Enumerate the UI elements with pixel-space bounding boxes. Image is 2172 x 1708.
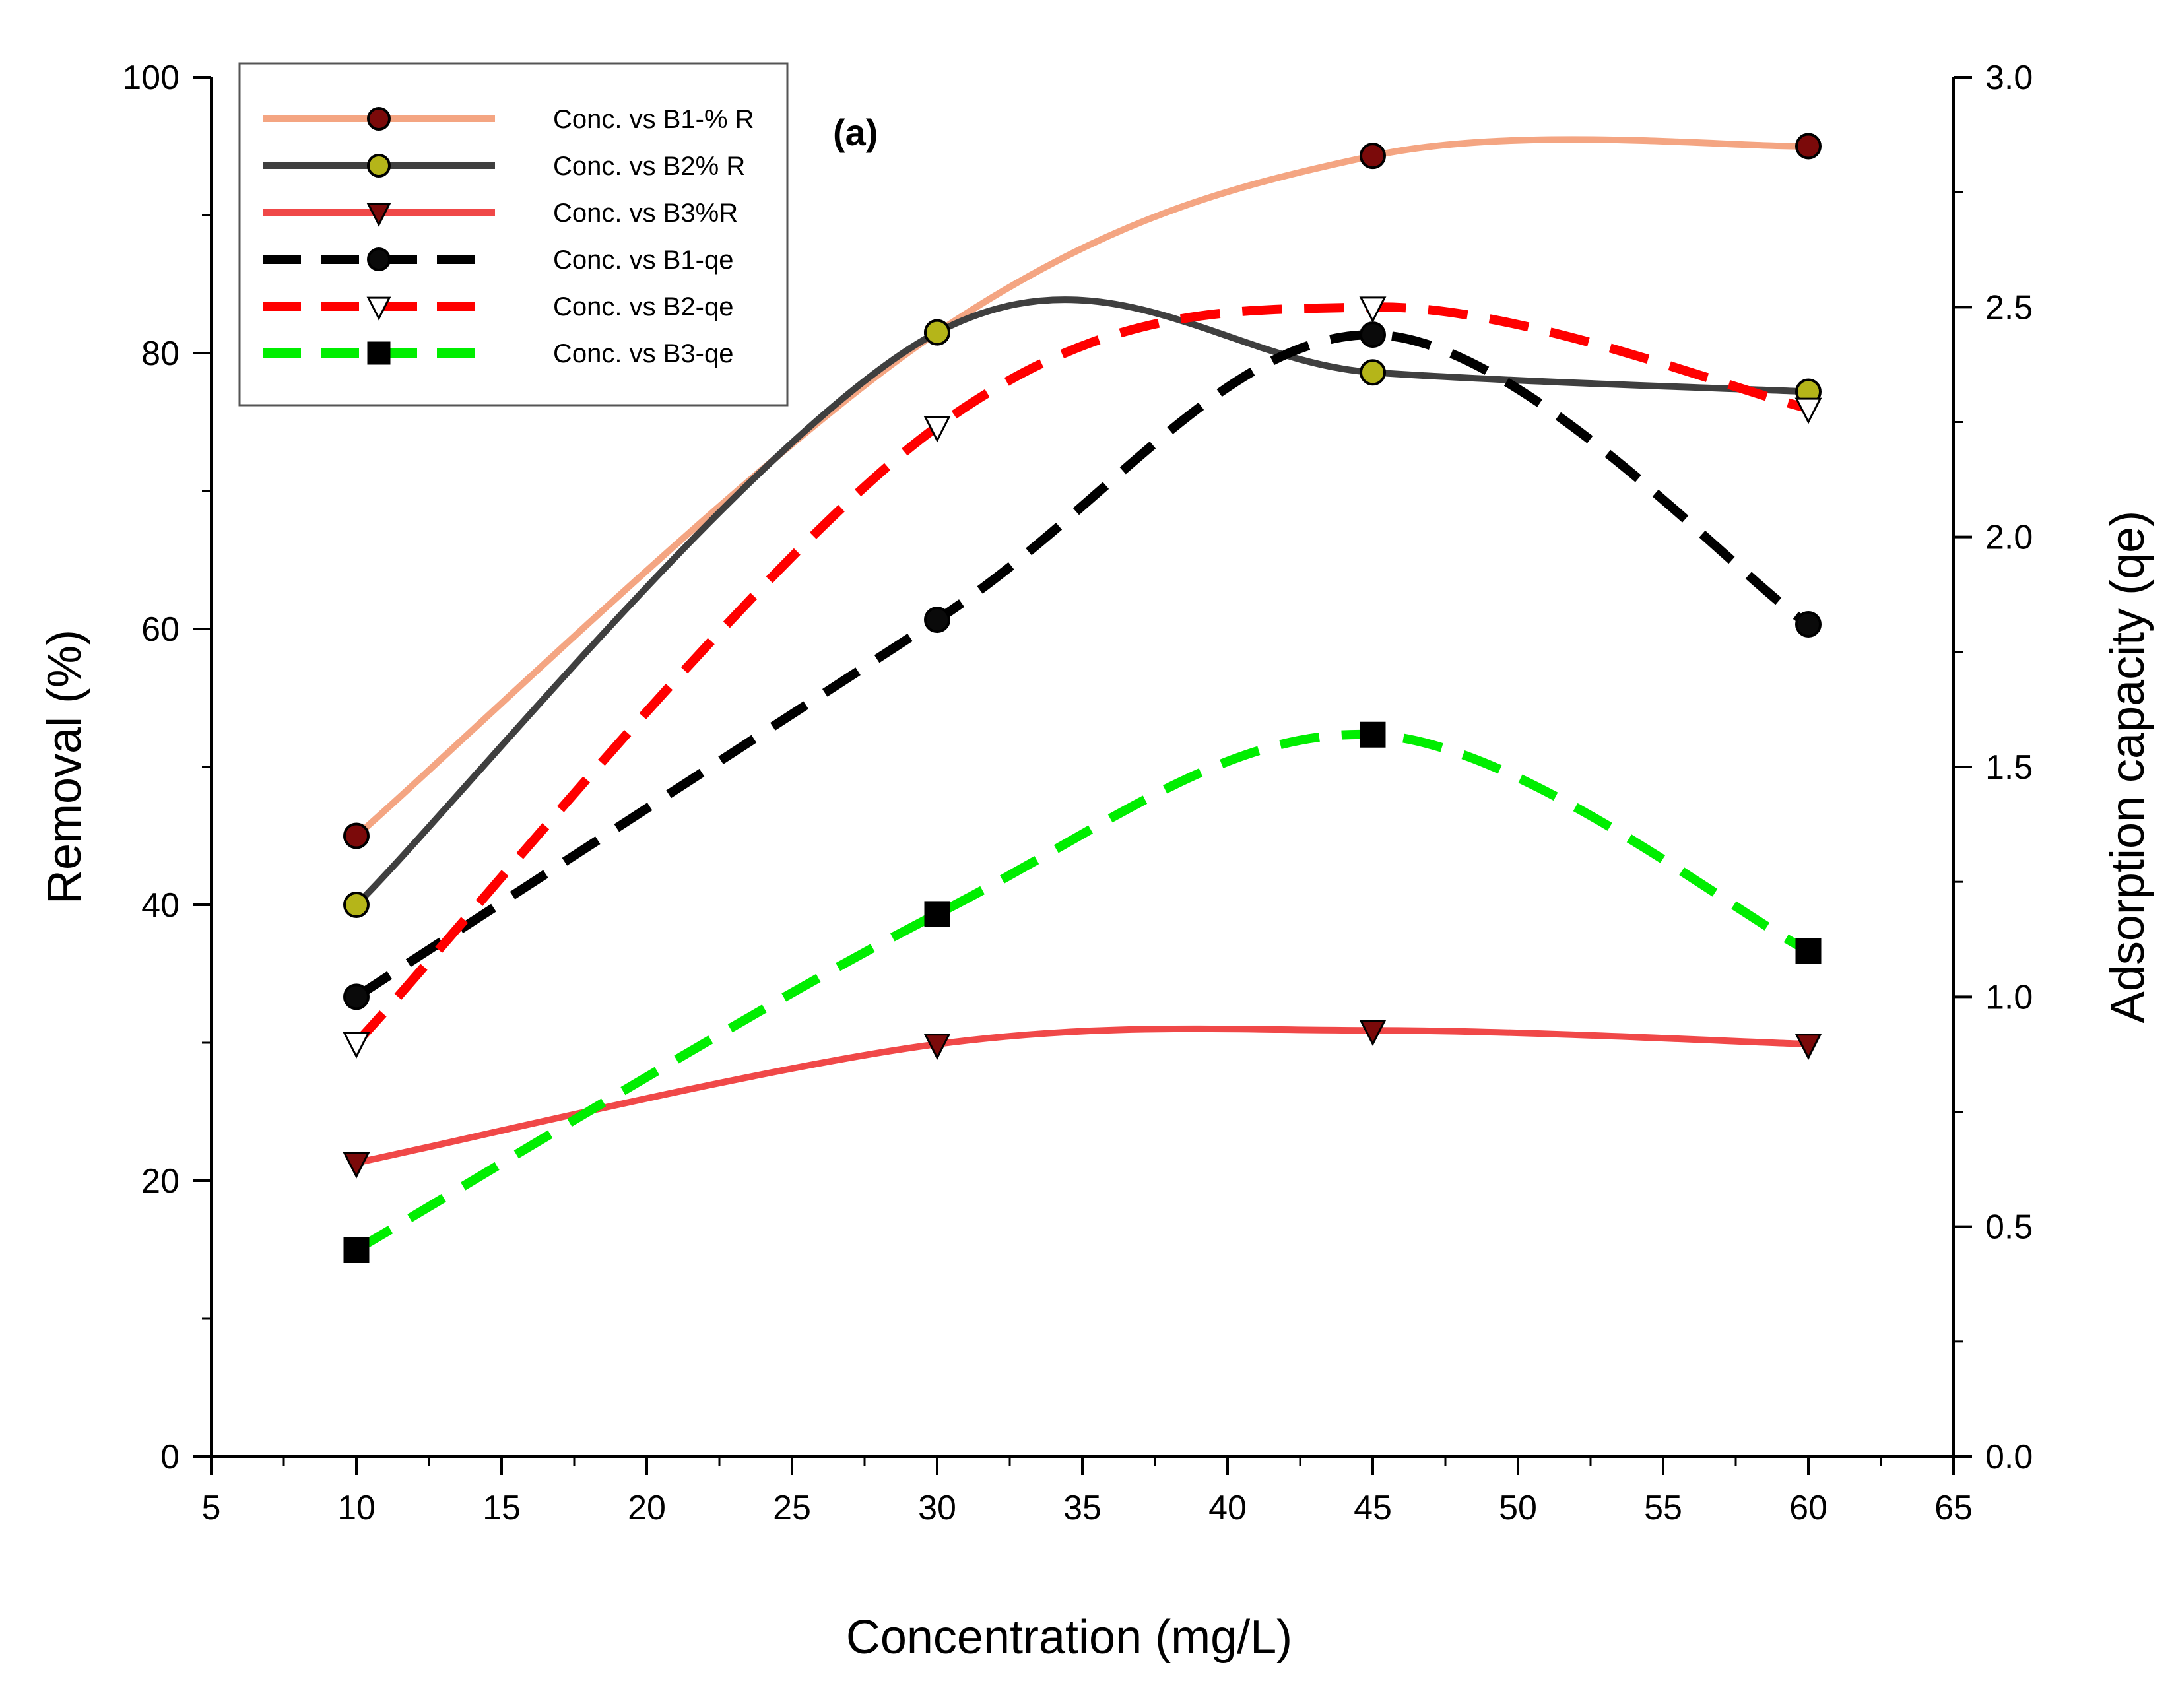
- x-tick-label: 20: [628, 1489, 666, 1527]
- data-point-s5-3: [1359, 296, 1387, 323]
- data-point-s1-1: [343, 822, 370, 849]
- data-point-s3-2: [923, 1034, 951, 1061]
- y-right-tick-label: 1.0: [1985, 978, 2033, 1016]
- x-tick-label: 40: [1208, 1489, 1247, 1527]
- data-point-s6-2: [924, 901, 950, 927]
- panel-label: (a): [833, 112, 878, 153]
- data-point-s1-3: [1360, 143, 1386, 170]
- data-point-s1-4: [1795, 133, 1822, 160]
- x-tick-label: 45: [1354, 1489, 1392, 1527]
- y-right-tick-label: 0.5: [1985, 1208, 2033, 1247]
- legend-label-1: Conc. vs B1-% R: [553, 105, 754, 134]
- legend-label-4: Conc. vs B1-qe: [553, 246, 733, 275]
- series-line-5: [352, 302, 1810, 1046]
- legend-marker-6: [367, 341, 391, 365]
- y-left-tick-label: 40: [141, 886, 180, 925]
- data-point-s6-4: [1795, 938, 1822, 964]
- series-layer: [352, 136, 1811, 1254]
- y-right-tick-label: 2.5: [1985, 288, 2033, 327]
- x-tick-label: 55: [1644, 1489, 1682, 1527]
- y-right-tick-label: 2.0: [1985, 519, 2033, 557]
- series-line-6: [354, 729, 1811, 1254]
- y-left-tick-label: 60: [141, 610, 180, 649]
- y-left-tick-label: 80: [141, 335, 180, 373]
- x-tick-label: 15: [482, 1489, 521, 1527]
- data-point-s2-1: [343, 892, 370, 918]
- y-left-tick-label: 100: [122, 59, 180, 97]
- x-axis-title: Concentration (mg/L): [846, 1611, 1292, 1664]
- data-point-s4-2: [924, 607, 950, 634]
- x-tick-label: 25: [773, 1489, 811, 1527]
- legend-marker-2: [367, 154, 391, 178]
- data-point-s4-4: [1795, 611, 1822, 638]
- data-point-s6-3: [1360, 721, 1386, 748]
- legend-marker-4: [367, 247, 391, 271]
- data-point-s2-3: [1360, 359, 1386, 386]
- series-line-3: [355, 1025, 1809, 1166]
- x-tick-label: 10: [337, 1489, 376, 1527]
- series-line-2: [354, 296, 1809, 907]
- x-tick-label: 30: [918, 1489, 956, 1527]
- series-line-1: [354, 136, 1809, 839]
- y-axis-right-title: Adsorption capacity (qe): [2101, 511, 2154, 1023]
- legend-marker-5: [366, 296, 391, 321]
- x-tick-label: 65: [1934, 1489, 1973, 1527]
- x-tick-label: 50: [1499, 1489, 1537, 1527]
- x-tick-label: 5: [202, 1489, 221, 1527]
- legend-label-3: Conc. vs B3%R: [553, 199, 738, 228]
- x-tick-label: 35: [1063, 1489, 1102, 1527]
- y-left-tick-label: 20: [141, 1162, 180, 1200]
- legend-label-5: Conc. vs B2-qe: [553, 292, 733, 321]
- legend-marker-1: [367, 107, 391, 131]
- data-point-s2-2: [924, 319, 950, 346]
- data-point-s5-2: [923, 416, 951, 443]
- data-point-s3-1: [343, 1152, 370, 1179]
- data-point-s5-1: [343, 1032, 370, 1059]
- data-point-s6-1: [343, 1237, 370, 1263]
- data-point-s3-3: [1359, 1020, 1387, 1047]
- y-axis-left-title: Removal (%): [38, 630, 91, 904]
- x-tick-label: 60: [1789, 1489, 1827, 1527]
- data-point-s3-4: [1794, 1034, 1822, 1061]
- marker-layer: [343, 133, 1822, 1263]
- y-right-tick-label: 1.5: [1985, 748, 2033, 787]
- y-right-tick-label: 3.0: [1985, 59, 2033, 97]
- series-line-4: [354, 330, 1811, 1001]
- y-left-tick-label: 0: [160, 1438, 180, 1476]
- data-point-s4-1: [343, 983, 370, 1010]
- legend-label-6: Conc. vs B3-qe: [553, 339, 733, 368]
- legend-label-2: Conc. vs B2% R: [553, 152, 745, 181]
- y-right-tick-label: 0.0: [1985, 1438, 2033, 1476]
- legend-marker-3: [366, 203, 391, 227]
- legend: Conc. vs B1-% R Conc. vs B2% R Conc. vs B3…: [238, 62, 789, 407]
- data-point-s5-4: [1794, 397, 1822, 424]
- data-point-s4-3: [1360, 321, 1386, 348]
